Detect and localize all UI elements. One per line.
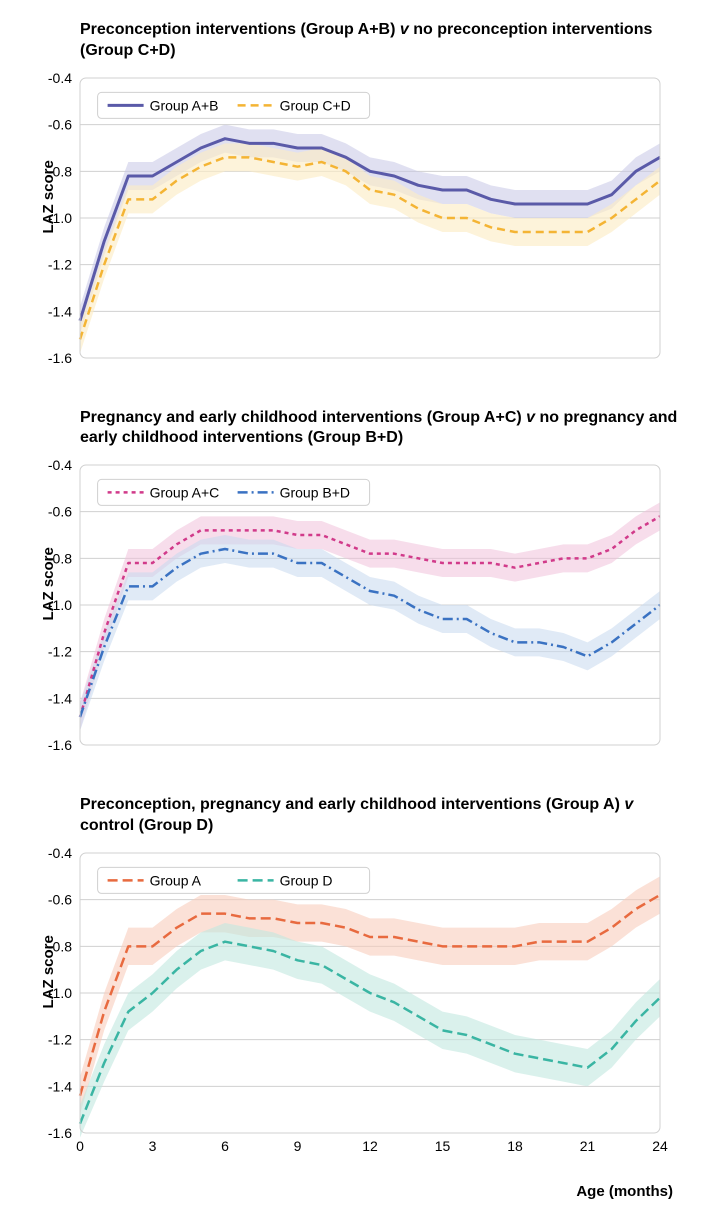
legend-label: Group B+D	[280, 485, 350, 501]
legend-label: Group A+B	[150, 97, 219, 113]
legend-label: Group A+C	[150, 485, 220, 501]
panel-title: Pregnancy and early childhood interventi…	[80, 408, 685, 450]
chart-svg: -1.6-1.4-1.2-1.0-0.8-0.6-0.4Group A+BGro…	[20, 70, 672, 380]
y-tick-label: -1.6	[48, 1125, 72, 1141]
panel-title: Preconception interventions (Group A+B) …	[80, 20, 685, 62]
x-tick-label: 3	[149, 1138, 157, 1154]
x-tick-label: 21	[580, 1138, 596, 1154]
chart-svg: -1.6-1.4-1.2-1.0-0.8-0.6-0.4Group A+CGro…	[20, 457, 672, 767]
legend-label: Group D	[280, 872, 333, 888]
chart-panel: Preconception interventions (Group A+B) …	[20, 20, 685, 380]
y-tick-label: -0.6	[48, 116, 72, 132]
x-tick-label: 9	[294, 1138, 302, 1154]
chart-wrap: LAZ score-1.6-1.4-1.2-1.0-0.8-0.6-0.4Gro…	[20, 457, 685, 767]
y-tick-label: -1.2	[48, 256, 72, 272]
series-line	[80, 549, 660, 717]
chart-svg: -1.6-1.4-1.2-1.0-0.8-0.6-0.4036912151821…	[20, 845, 672, 1155]
y-tick-label: -1.4	[48, 303, 72, 319]
y-tick-label: -0.6	[48, 504, 72, 520]
y-axis-label: LAZ score	[40, 547, 57, 620]
x-tick-label: 18	[507, 1138, 523, 1154]
figure-container: Preconception interventions (Group A+B) …	[20, 20, 685, 1200]
panel-title: Preconception, pregnancy and early child…	[80, 795, 685, 837]
y-tick-label: -1.4	[48, 691, 72, 707]
legend-label: Group A	[150, 872, 202, 888]
legend-label: Group C+D	[280, 97, 351, 113]
y-tick-label: -0.4	[48, 70, 72, 86]
y-axis-label: LAZ score	[40, 935, 57, 1008]
y-tick-label: -1.2	[48, 1031, 72, 1047]
confidence-band	[80, 503, 660, 732]
x-tick-label: 12	[362, 1138, 378, 1154]
y-tick-label: -1.6	[48, 350, 72, 366]
chart-wrap: LAZ score-1.6-1.4-1.2-1.0-0.8-0.6-0.4Gro…	[20, 70, 685, 380]
x-axis-label: Age (months)	[20, 1183, 685, 1200]
x-tick-label: 0	[76, 1138, 84, 1154]
y-tick-label: -1.4	[48, 1078, 72, 1094]
x-tick-label: 15	[435, 1138, 451, 1154]
y-tick-label: -0.6	[48, 891, 72, 907]
y-tick-label: -0.4	[48, 845, 72, 861]
chart-panel: Pregnancy and early childhood interventi…	[20, 408, 685, 768]
chart-panel: Preconception, pregnancy and early child…	[20, 795, 685, 1155]
chart-wrap: LAZ score-1.6-1.4-1.2-1.0-0.8-0.6-0.4036…	[20, 845, 685, 1155]
y-tick-label: -0.4	[48, 457, 72, 473]
y-tick-label: -1.2	[48, 644, 72, 660]
x-tick-label: 6	[221, 1138, 229, 1154]
x-tick-label: 24	[652, 1138, 668, 1154]
y-tick-label: -1.6	[48, 737, 72, 753]
y-axis-label: LAZ score	[40, 160, 57, 233]
